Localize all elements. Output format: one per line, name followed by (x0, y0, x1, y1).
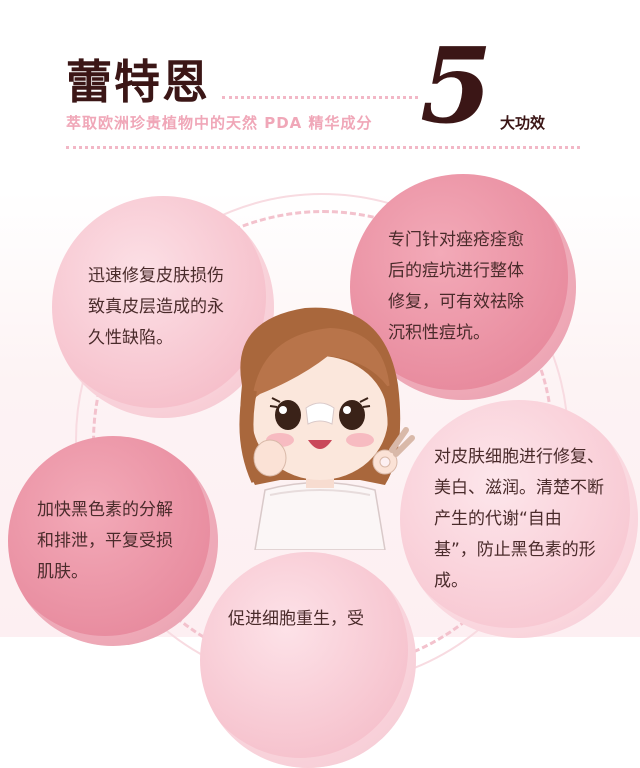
divider-top (222, 96, 418, 99)
cartoon-girl-icon (239, 307, 415, 550)
effect-text-1: 迅速修复皮肤损伤致真皮层造成的永久性缺陷。 (88, 265, 224, 348)
subtitle: 萃取欧洲珍贵植物中的天然 PDA 精华成分 (66, 114, 373, 132)
effect-bubble-4: 对皮肤细胞进行修复、美白、滋润。清楚不断产生的代谢“自由基”，防止黑色素的形成。 (400, 400, 638, 638)
divider-bottom (66, 146, 580, 149)
effects-count: 5 (420, 24, 493, 147)
effect-bubble-2: 专门针对痤疮痊愈后的痘坑进行整体修复，可有效祛除沉积性痘坑。 (350, 174, 576, 400)
effect-text-5: 促进细胞重生，受 (228, 609, 364, 629)
effect-text-3: 加快黑色素的分解和排泄，平复受损肌肤。 (37, 499, 173, 582)
brand-title: 蕾特恩 (66, 55, 210, 109)
effect-text-2: 专门针对痤疮痊愈后的痘坑进行整体修复，可有效祛除沉积性痘坑。 (388, 230, 524, 343)
effect-bubble-1: 迅速修复皮肤损伤致真皮层造成的永久性缺陷。 (52, 196, 274, 418)
effect-text-4: 对皮肤细胞进行修复、美白、滋润。清楚不断产生的代谢“自由基”，防止黑色素的形成。 (434, 446, 604, 591)
effect-bubble-5: 促进细胞重生，受 (200, 552, 416, 768)
effect-bubble-3: 加快黑色素的分解和排泄，平复受损肌肤。 (8, 436, 218, 646)
effects-label: 大功效 (500, 114, 546, 132)
